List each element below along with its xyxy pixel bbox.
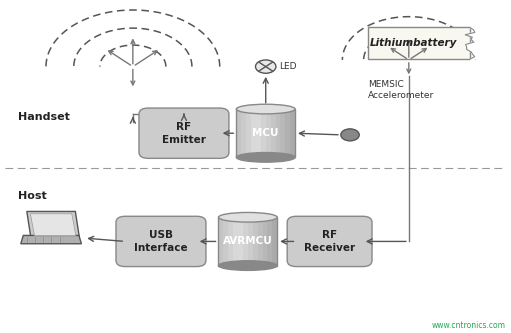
Text: USB
Interface: USB Interface [134, 230, 188, 253]
Bar [228, 217, 233, 266]
Text: Handset: Handset [18, 112, 70, 122]
Polygon shape [21, 235, 81, 244]
Bar [236, 109, 241, 158]
Bar [263, 217, 267, 266]
Bar [219, 217, 277, 266]
Bar [261, 109, 266, 158]
Text: LED: LED [280, 62, 297, 71]
Bar [236, 109, 295, 158]
Polygon shape [465, 28, 483, 59]
Bar [275, 109, 281, 158]
Polygon shape [31, 214, 76, 236]
Bar [238, 217, 243, 266]
Polygon shape [27, 211, 80, 238]
Text: Lithiumbattery: Lithiumbattery [370, 38, 457, 48]
Text: www.cntronics.com: www.cntronics.com [432, 321, 506, 330]
Text: RF
Emitter: RF Emitter [162, 122, 206, 145]
Bar [266, 109, 271, 158]
FancyBboxPatch shape [139, 108, 229, 159]
Ellipse shape [236, 153, 295, 162]
Ellipse shape [218, 212, 277, 222]
Bar [285, 109, 290, 158]
Bar [233, 217, 238, 266]
Bar [368, 28, 470, 59]
Bar [272, 217, 277, 266]
Bar [241, 109, 246, 158]
Bar [281, 109, 285, 158]
Bar [253, 217, 258, 266]
Bar [267, 217, 272, 266]
Text: Host: Host [18, 191, 47, 201]
Bar [248, 217, 253, 266]
Bar [219, 217, 277, 266]
Bar [251, 109, 256, 158]
Circle shape [256, 60, 276, 73]
FancyBboxPatch shape [116, 216, 206, 266]
Text: MCU: MCU [252, 128, 279, 138]
Ellipse shape [236, 104, 295, 114]
Bar [246, 109, 251, 158]
Text: MEMSIC
Accelerometer: MEMSIC Accelerometer [368, 80, 434, 100]
Bar [219, 217, 223, 266]
Bar [258, 217, 263, 266]
Bar [290, 109, 295, 158]
Bar [223, 217, 228, 266]
Bar [236, 109, 295, 158]
FancyBboxPatch shape [287, 216, 372, 266]
Text: RF
Receiver: RF Receiver [304, 230, 355, 253]
Bar [271, 109, 275, 158]
Circle shape [341, 129, 359, 141]
Ellipse shape [218, 261, 277, 270]
Bar [256, 109, 261, 158]
Text: AVRMCU: AVRMCU [223, 236, 273, 246]
Bar [243, 217, 248, 266]
